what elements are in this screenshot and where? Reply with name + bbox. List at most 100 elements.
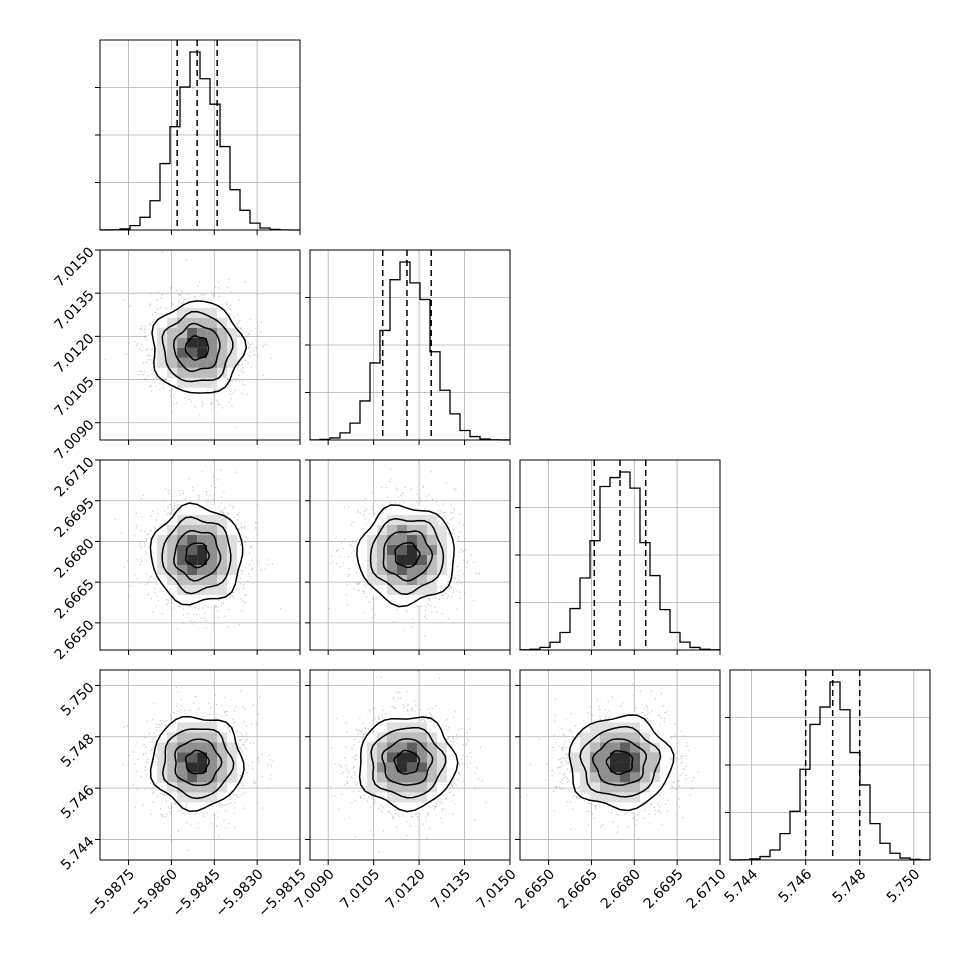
density-cell xyxy=(610,732,620,743)
hist-panel-3 xyxy=(725,669,931,865)
density-cell xyxy=(376,762,387,773)
density-cell xyxy=(177,357,188,368)
density-cell xyxy=(446,762,457,773)
density-cell xyxy=(217,782,228,793)
density-cell xyxy=(207,732,218,743)
x-tick-label: 7.0120 xyxy=(383,866,429,912)
density-cell xyxy=(366,535,377,545)
density-cell xyxy=(590,742,600,753)
density-cell xyxy=(366,782,377,793)
density-cell xyxy=(660,782,670,793)
density-cell xyxy=(207,772,218,783)
density-cell xyxy=(366,762,377,773)
density-cell xyxy=(590,762,600,773)
density-cell xyxy=(630,772,640,783)
density-cell xyxy=(167,317,178,328)
density-cell xyxy=(197,742,208,753)
density-cell xyxy=(570,772,580,783)
density-cell xyxy=(217,377,228,388)
density-cell xyxy=(167,377,178,388)
density-cell xyxy=(187,535,198,545)
hist-panel-2 xyxy=(515,459,721,655)
density-cell xyxy=(187,732,198,743)
density-cell xyxy=(197,317,208,328)
density-cell xyxy=(207,792,218,803)
density-cell xyxy=(406,762,417,773)
x-tick-label: 5.746 xyxy=(776,866,816,906)
panel-content xyxy=(114,469,282,630)
density-cell xyxy=(376,565,387,575)
density-cell xyxy=(157,565,168,575)
density-cell xyxy=(416,595,427,605)
density-cell xyxy=(600,782,610,793)
density-cell xyxy=(416,565,427,575)
density-cell xyxy=(207,555,218,565)
density-cell xyxy=(436,742,447,753)
y-tick-label: 7.0135 xyxy=(52,288,98,334)
contour-1 xyxy=(369,517,445,596)
density-cell xyxy=(217,317,228,328)
density-cell xyxy=(197,732,208,743)
density-cell xyxy=(227,575,238,585)
density-cell xyxy=(630,732,640,743)
density-cell xyxy=(396,792,407,803)
x-tick-label: 5.744 xyxy=(722,866,762,906)
density-cell xyxy=(187,772,198,783)
density-cell xyxy=(187,357,198,368)
density-cell xyxy=(356,555,367,565)
x-tick-label: 7.0135 xyxy=(428,866,474,912)
density-cell xyxy=(167,762,178,773)
density-cell xyxy=(620,762,630,773)
density-cell xyxy=(660,752,670,763)
contour-2 xyxy=(382,530,434,582)
density-cell xyxy=(217,545,228,555)
density-cell xyxy=(187,347,198,358)
contour-0 xyxy=(358,716,459,813)
density-cell xyxy=(177,505,188,515)
density-cell xyxy=(177,555,188,565)
density-cell xyxy=(237,337,248,348)
density-cell xyxy=(177,535,188,545)
density-cell xyxy=(207,565,218,575)
contour-0 xyxy=(149,715,245,813)
density-cell xyxy=(620,802,630,813)
density-cell xyxy=(630,712,640,723)
density-cell xyxy=(426,722,437,733)
density-cell xyxy=(177,377,188,388)
y-tick-label: 2.6650 xyxy=(52,617,98,663)
x-tick-label: 5.750 xyxy=(884,866,924,906)
density-cell xyxy=(386,585,397,595)
density-cell xyxy=(436,732,447,743)
density-cell xyxy=(570,762,580,773)
density-cell xyxy=(386,742,397,753)
density-cell xyxy=(207,317,218,328)
density-cell xyxy=(640,782,650,793)
density-cell xyxy=(640,742,650,753)
density-cell xyxy=(386,505,397,515)
density-cell xyxy=(227,555,238,565)
density-cell xyxy=(207,782,218,793)
density-cell xyxy=(640,792,650,803)
density-cell xyxy=(436,722,447,733)
density-cell xyxy=(386,752,397,763)
density-cell xyxy=(580,742,590,753)
density-cell xyxy=(610,772,620,783)
scatter-panel-3-2 xyxy=(515,669,721,865)
density-cell xyxy=(167,722,178,733)
density-cell xyxy=(396,565,407,575)
y-tick-label: 2.6680 xyxy=(52,536,98,582)
density-cell xyxy=(217,535,228,545)
density-cell xyxy=(610,742,620,753)
density-cell xyxy=(227,732,238,743)
density-cell xyxy=(426,565,437,575)
density-cell xyxy=(376,742,387,753)
density-cell xyxy=(366,515,377,525)
density-cell xyxy=(406,525,417,535)
density-cell xyxy=(167,772,178,783)
density-cell xyxy=(187,565,198,575)
density-cell xyxy=(177,545,188,555)
contour-3 xyxy=(393,749,421,775)
density-cell xyxy=(590,792,600,803)
density-cell xyxy=(197,565,208,575)
